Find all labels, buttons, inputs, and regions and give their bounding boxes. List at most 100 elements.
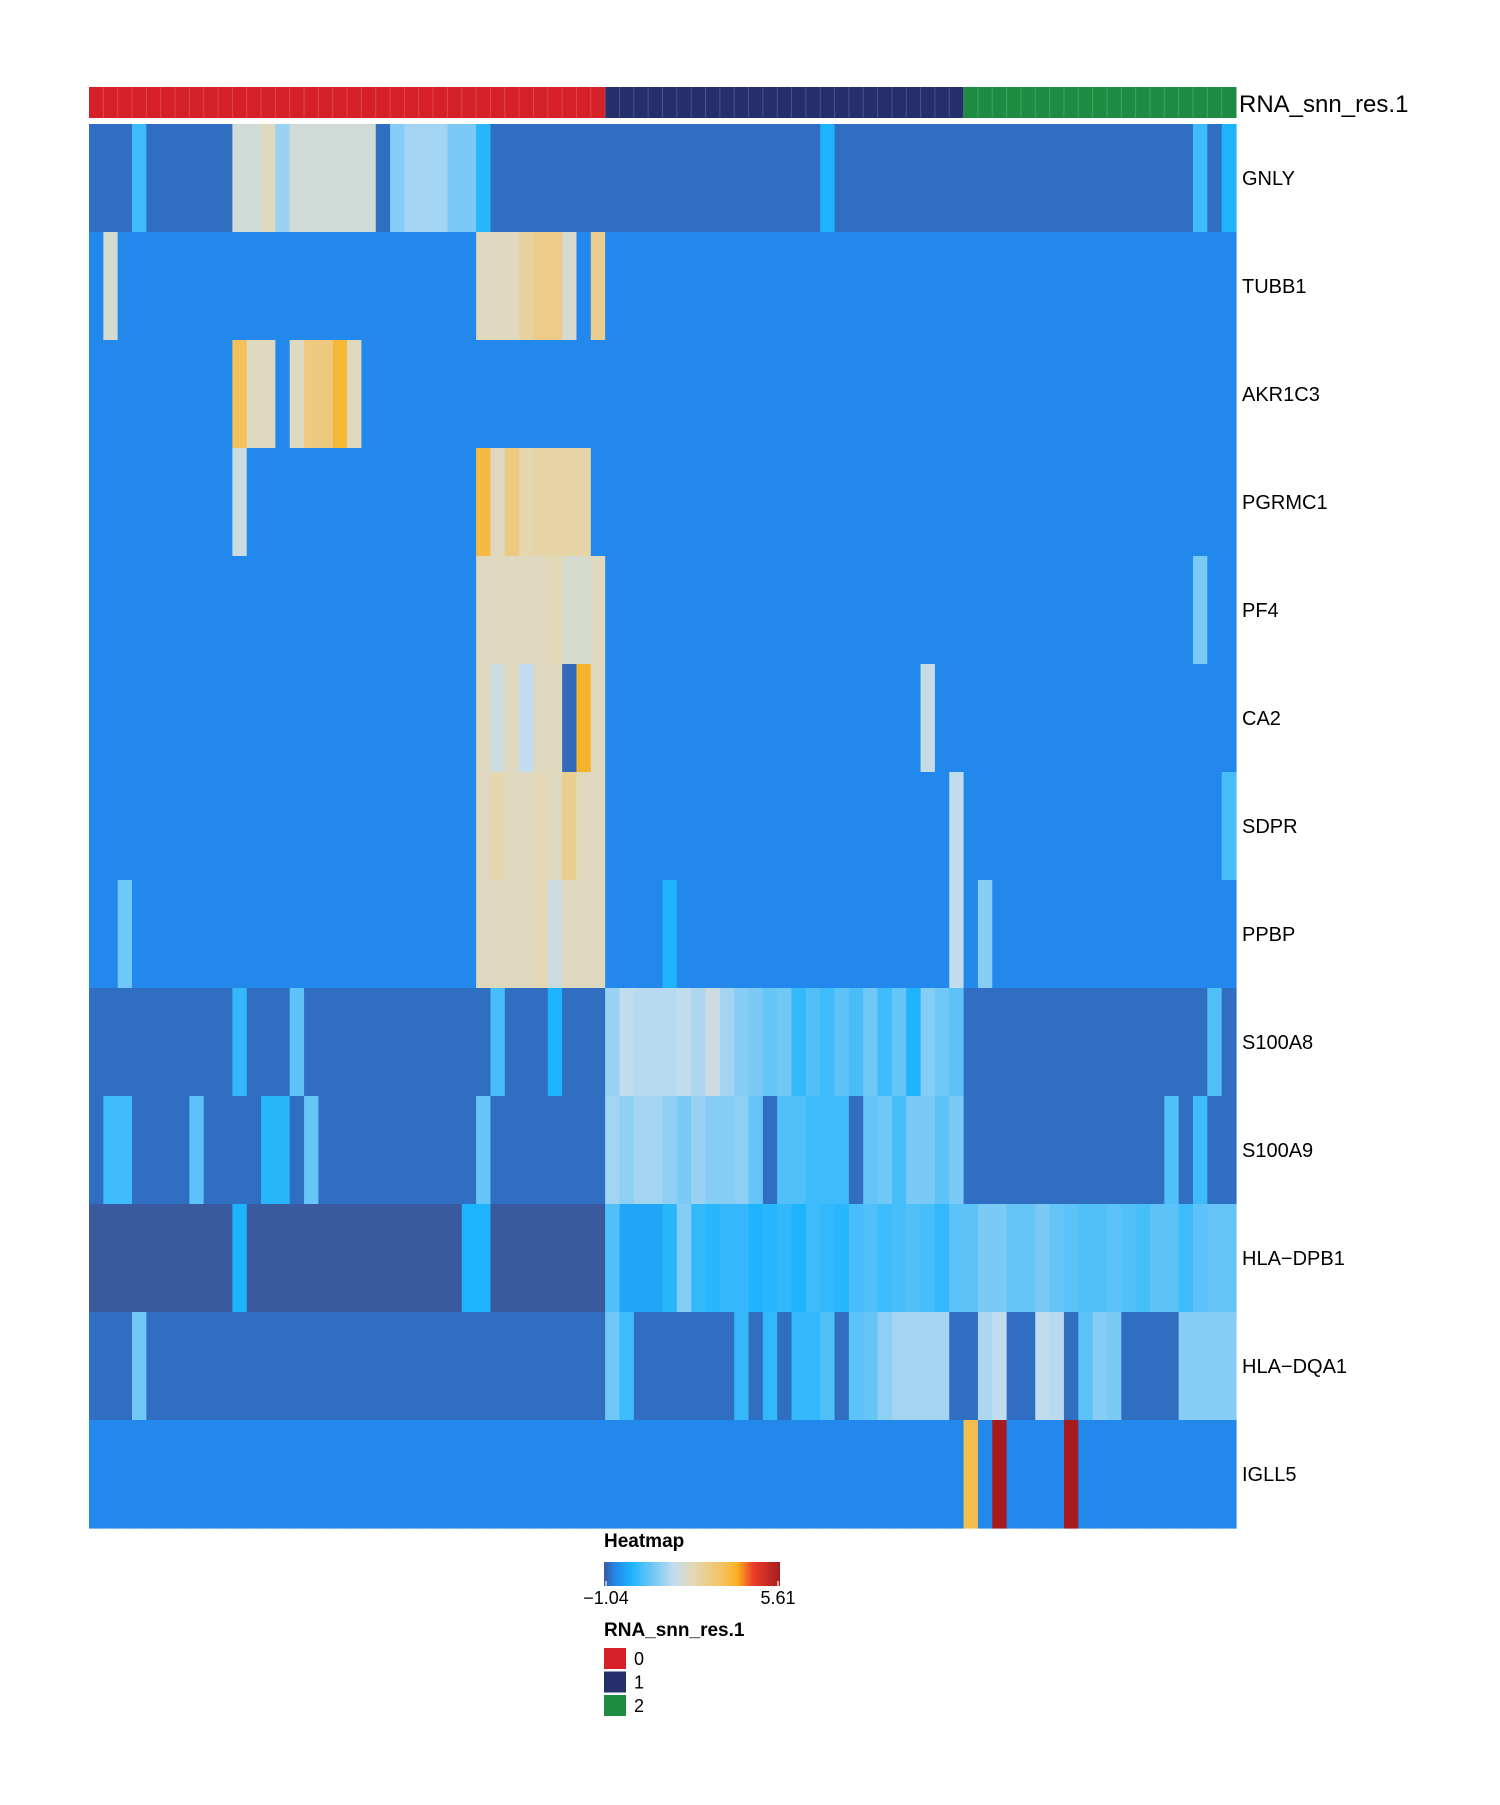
heatmap-cell xyxy=(1092,1312,1108,1421)
heatmap-cell xyxy=(318,1312,334,1421)
heatmap-cell xyxy=(562,1312,578,1421)
heatmap-cell xyxy=(1063,1096,1079,1205)
heatmap-cell xyxy=(562,232,578,341)
heatmap-cell xyxy=(719,340,735,449)
heatmap-cell xyxy=(691,124,707,233)
heatmap-cell xyxy=(820,988,836,1097)
annotation-label: RNA_snn_res.1 xyxy=(1239,91,1408,118)
heatmap-cell xyxy=(977,556,993,665)
heatmap-cell xyxy=(977,448,993,557)
heatmap-cell xyxy=(791,448,807,557)
heatmap-cell xyxy=(103,664,119,773)
heatmap-cell xyxy=(891,556,907,665)
heatmap-cell xyxy=(433,448,449,557)
heatmap-cell xyxy=(920,448,936,557)
heatmap-cell xyxy=(719,664,735,773)
heatmap-cell xyxy=(676,1096,692,1205)
heatmap-cell xyxy=(1164,664,1180,773)
heatmap-cell xyxy=(232,880,248,989)
heatmap-cell xyxy=(476,340,492,449)
heatmap-cell xyxy=(633,664,649,773)
heatmap-cell xyxy=(361,1204,377,1313)
heatmap-cell xyxy=(963,340,979,449)
heatmap-cell xyxy=(777,556,793,665)
heatmap-cell xyxy=(834,340,850,449)
heatmap-cell xyxy=(1006,340,1022,449)
heatmap-cell xyxy=(1063,988,1079,1097)
heatmap-row-HLA−DQA1 xyxy=(89,1312,1237,1421)
heatmap-cell xyxy=(934,1312,950,1421)
heatmap-cell xyxy=(791,1204,807,1313)
heatmap-cell xyxy=(261,664,276,773)
heatmap-cell xyxy=(648,988,664,1097)
heatmap-cell xyxy=(590,1312,606,1421)
heatmap-cell xyxy=(418,232,434,341)
heatmap-cell xyxy=(304,340,319,449)
heatmap-cell xyxy=(175,448,190,557)
heatmap-cell xyxy=(1149,1204,1165,1313)
heatmap-cell xyxy=(848,340,864,449)
heatmap-cell xyxy=(519,448,535,557)
heatmap-cell xyxy=(705,1096,721,1205)
heatmap-cell xyxy=(1020,448,1036,557)
heatmap-cell xyxy=(1049,1096,1065,1205)
heatmap-cell xyxy=(203,448,219,557)
heatmap-cell xyxy=(390,556,406,665)
heatmap-cell xyxy=(834,664,850,773)
heatmap-cell xyxy=(762,664,778,773)
heatmap-cell xyxy=(304,232,319,341)
heatmap-cell xyxy=(676,664,692,773)
heatmap-row-TUBB1 xyxy=(89,232,1237,341)
heatmap-cell xyxy=(1092,988,1108,1097)
heatmap-cell xyxy=(1221,1312,1237,1421)
heatmap-cell xyxy=(547,340,563,449)
heatmap-cell xyxy=(1178,772,1194,881)
heatmap-cell xyxy=(1092,556,1108,665)
heatmap-cell xyxy=(877,232,893,341)
heatmap-cell xyxy=(218,1312,233,1421)
heatmap-cell xyxy=(1020,1096,1036,1205)
heatmap-cell xyxy=(318,124,334,233)
heatmap-cell xyxy=(891,1096,907,1205)
heatmap-cell xyxy=(375,1420,391,1529)
heatmap-cell xyxy=(648,880,664,989)
heatmap-cell xyxy=(375,664,391,773)
heatmap-cell xyxy=(963,232,979,341)
heatmap-cell xyxy=(490,340,506,449)
heatmap-cell xyxy=(1221,448,1237,557)
heatmap-cell xyxy=(1207,1312,1223,1421)
heatmap-cell xyxy=(777,1096,793,1205)
heatmap-cell xyxy=(289,1420,305,1529)
heatmap-cell xyxy=(447,1096,463,1205)
heatmap-cell xyxy=(719,232,735,341)
heatmap-cell xyxy=(762,1420,778,1529)
heatmap-cell xyxy=(1207,340,1223,449)
heatmap-cell xyxy=(963,1312,979,1421)
heatmap-cell xyxy=(820,448,836,557)
heatmap-cell xyxy=(246,448,262,557)
heatmap-cell xyxy=(519,124,535,233)
heatmap-cell xyxy=(189,340,205,449)
heatmap-cell xyxy=(891,124,907,233)
heatmap-cell xyxy=(992,232,1008,341)
heatmap-cell xyxy=(719,448,735,557)
heatmap-cell xyxy=(519,1204,535,1313)
heatmap-cell xyxy=(504,340,520,449)
heatmap-cell xyxy=(261,1204,276,1313)
heatmap-cell xyxy=(977,1420,993,1529)
cluster-legend: 0 1 2 xyxy=(604,1648,644,1716)
heatmap-cell xyxy=(261,988,276,1097)
heatmap-cell xyxy=(705,232,721,341)
heatmap-cell xyxy=(562,988,578,1097)
heatmap-cell xyxy=(1221,664,1237,773)
heatmap-cell xyxy=(404,340,420,449)
heatmap-cell xyxy=(390,1204,406,1313)
heatmap-cell xyxy=(504,1312,520,1421)
heatmap-cell xyxy=(103,1312,119,1421)
heatmap-cell xyxy=(304,556,319,665)
heatmap-cell xyxy=(1121,1312,1137,1421)
heatmap-cell xyxy=(89,1312,104,1421)
heatmap-cell xyxy=(160,1312,176,1421)
heatmap-cell xyxy=(1006,1312,1022,1421)
